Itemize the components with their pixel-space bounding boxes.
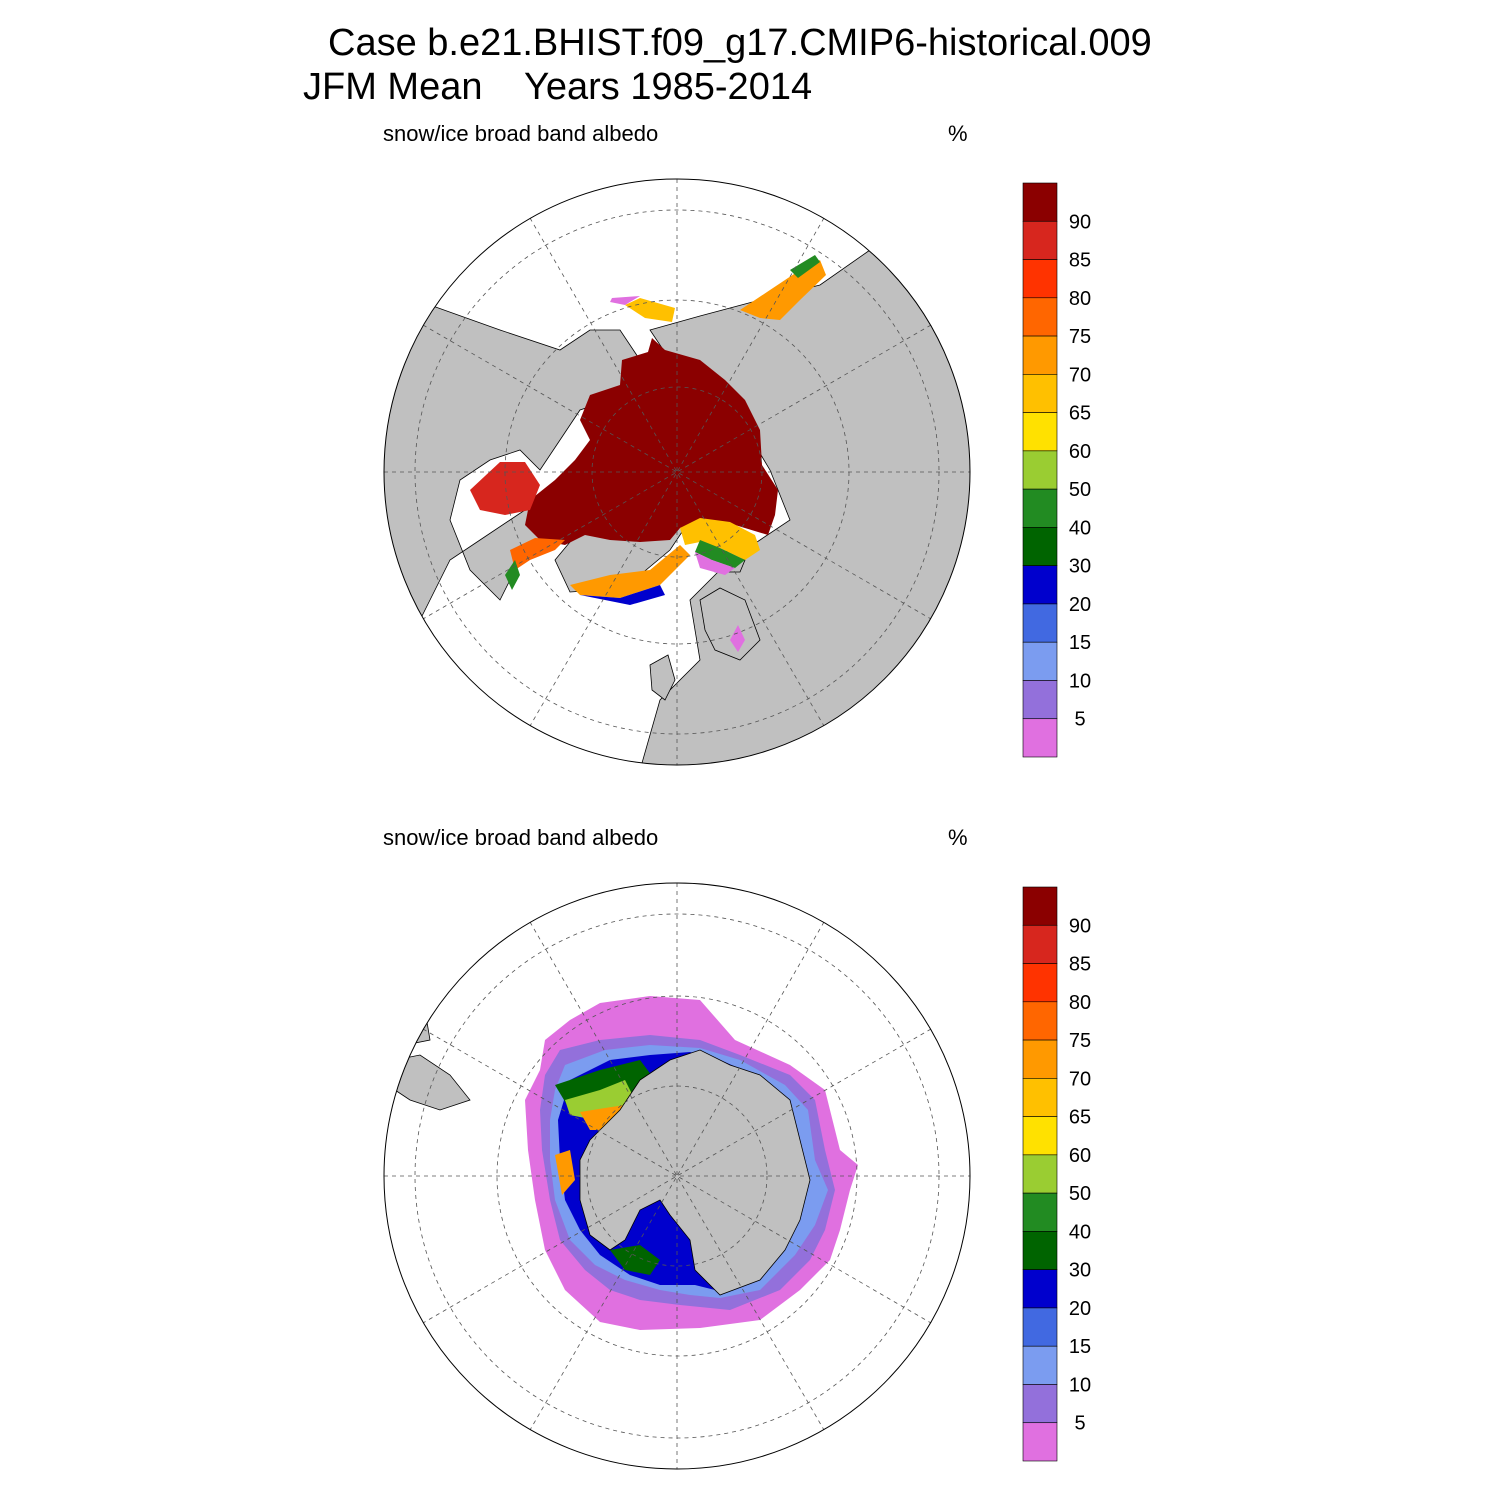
north-colorbar-swatch [1022, 374, 1058, 413]
north-colorbar-tick-label: 80 [1069, 288, 1091, 310]
north-panel-units: % [948, 121, 968, 146]
south-panel-variable: snow/ice broad band albedo [383, 825, 659, 850]
figure-title-season: JFM Mean Years 1985-2014 [303, 68, 812, 106]
north-colorbar-swatch [1022, 718, 1058, 758]
north-colorbar-tick-label: 50 [1069, 479, 1091, 501]
south-colorbar-tick-label: 85 [1069, 954, 1091, 976]
north-colorbar-swatch [1022, 680, 1058, 720]
south-colorbar-tick-label: 20 [1069, 1298, 1091, 1320]
season-label: JFM Mean [303, 66, 483, 108]
south-colorbar-tick-label: 75 [1069, 1030, 1091, 1052]
south-colorbar-swatch [1022, 1422, 1058, 1462]
south-colorbar-tick-label: 5 [1074, 1413, 1085, 1435]
south-colorbar-swatch [1022, 886, 1058, 926]
north-colorbar-tick-label: 65 [1069, 403, 1091, 425]
north-colorbar-tick-label: 90 [1069, 211, 1091, 233]
north-graticule [384, 179, 970, 765]
north-colorbar-swatch [1022, 297, 1058, 337]
north-colorbar-swatch [1022, 182, 1058, 222]
south-colorbar-swatch [1022, 1345, 1058, 1385]
north-colorbar-swatch [1022, 412, 1058, 452]
north-colorbar-tick-label: 70 [1069, 364, 1091, 386]
south-colorbar-tick-label: 90 [1069, 915, 1091, 937]
north-map-border [383, 178, 971, 766]
north-colorbar-swatch [1022, 488, 1058, 528]
north-colorbar-tick-label: 60 [1069, 441, 1091, 463]
north-colorbar-tick-label: 85 [1069, 250, 1091, 272]
north-colorbar-tick-label: 5 [1074, 709, 1085, 731]
south-colorbar-swatch [1022, 1001, 1058, 1041]
north-colorbar-tick-label: 75 [1069, 326, 1091, 348]
north-panel-variable: snow/ice broad band albedo [383, 121, 659, 146]
south-colorbar-tick-label: 10 [1069, 1374, 1091, 1396]
south-colorbar-swatch [1022, 1231, 1058, 1270]
figure-title-case: Case b.e21.BHIST.f09_g17.CMIP6-historica… [328, 22, 1152, 64]
north-polar-map [383, 178, 971, 766]
south-colorbar-swatch [1022, 1116, 1058, 1156]
south-colorbar-swatch [1022, 1384, 1058, 1424]
north-colorbar-swatch [1022, 450, 1058, 490]
south-colorbar-swatch [1022, 1269, 1058, 1309]
south-colorbar-tick-label: 70 [1069, 1068, 1091, 1090]
south-polar-map [383, 882, 971, 1470]
south-map-border [383, 882, 971, 1470]
north-colorbar-tick-label: 10 [1069, 670, 1091, 692]
north-colorbar-swatch [1022, 565, 1058, 605]
north-colorbar-swatch [1022, 259, 1058, 299]
years-label: Years 1985-2014 [524, 66, 813, 108]
north-colorbar-swatch [1022, 527, 1058, 566]
south-colorbar-swatch [1022, 924, 1058, 964]
north-colorbar-swatch [1022, 641, 1058, 681]
south-colorbar-swatch [1022, 1154, 1058, 1194]
south-colorbar-tick-label: 50 [1069, 1183, 1091, 1205]
south-panel-units: % [948, 825, 968, 850]
south-colorbar-swatch [1022, 1192, 1058, 1232]
south-colorbar: 90 85 80 75 70 65 60 50 40 30 20 15 10 5 [1022, 886, 1091, 1462]
north-colorbar-tick-label: 20 [1069, 594, 1091, 616]
south-colorbar-tick-label: 40 [1069, 1221, 1091, 1243]
south-colorbar-tick-label: 65 [1069, 1107, 1091, 1129]
north-colorbar-swatch [1022, 220, 1058, 260]
south-colorbar-swatch [1022, 1039, 1058, 1079]
south-colorbar-tick-label: 60 [1069, 1145, 1091, 1167]
south-colorbar-swatch [1022, 1307, 1058, 1347]
south-graticule [384, 883, 970, 1469]
south-colorbar-tick-label: 15 [1069, 1336, 1091, 1358]
north-colorbar-tick-label: 15 [1069, 632, 1091, 654]
south-colorbar-tick-label: 80 [1069, 992, 1091, 1014]
south-colorbar-swatch [1022, 963, 1058, 1003]
north-colorbar: 90 85 80 75 70 65 60 50 40 30 20 15 10 5 [1022, 182, 1091, 758]
north-colorbar-tick-label: 40 [1069, 517, 1091, 539]
north-colorbar-swatch [1022, 335, 1058, 375]
south-colorbar-tick-label: 30 [1069, 1260, 1091, 1282]
north-colorbar-swatch [1022, 603, 1058, 643]
south-colorbar-swatch [1022, 1078, 1058, 1117]
north-colorbar-tick-label: 30 [1069, 556, 1091, 578]
north-sea-ice [470, 255, 826, 652]
